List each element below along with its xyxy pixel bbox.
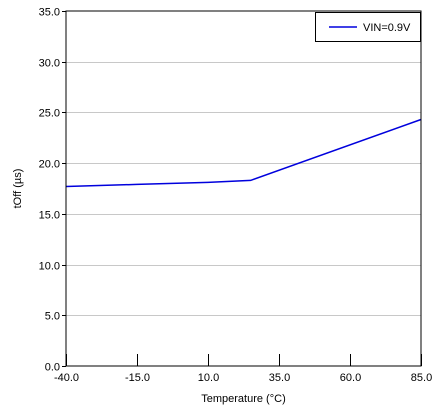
legend-label: VIN=0.9V [363, 22, 411, 34]
y-tick-label: 0.0 [45, 362, 60, 374]
x-tick-label: 60.0 [340, 372, 361, 384]
y-tick-label: 35.0 [39, 7, 60, 19]
x-axis-label: Temperature (°C) [201, 393, 285, 405]
x-tick-label: -15.0 [125, 372, 150, 384]
y-tick-label: 25.0 [39, 108, 60, 120]
y-tick-label: 15.0 [39, 210, 60, 222]
grid-lines [66, 62, 421, 316]
x-tick-label: 35.0 [269, 372, 290, 384]
y-tick-label: 5.0 [45, 311, 60, 323]
x-ticks: -40.0 -15.0 10.0 35.0 60.0 85.0 [54, 354, 432, 384]
legend: VIN=0.9V [315, 12, 421, 42]
y-tick-label: 30.0 [39, 58, 60, 70]
y-ticks: 0.0 5.0 10.0 15.0 20.0 25.0 30.0 35.0 [39, 7, 66, 374]
x-tick-label: -40.0 [54, 372, 79, 384]
plot-frame [65, 10, 422, 367]
x-tick-label: 10.0 [198, 372, 219, 384]
y-axis-label: tOff (µs) [12, 169, 24, 209]
series-line [65, 118, 422, 188]
y-tick-label: 10.0 [39, 261, 60, 273]
y-tick-label: 20.0 [39, 159, 60, 171]
x-tick-label: 85.0 [411, 372, 432, 384]
series-group [65, 118, 422, 188]
